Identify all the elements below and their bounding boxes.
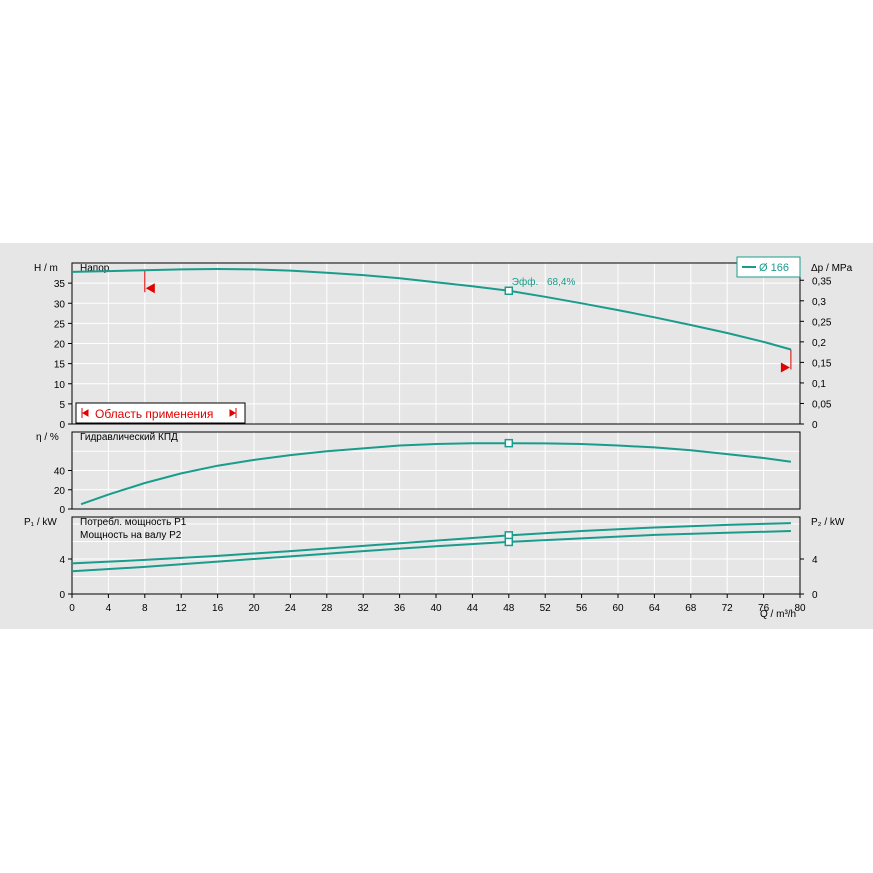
application-range-label: Область применения <box>95 407 213 421</box>
x-tick-label: 24 <box>285 603 297 614</box>
x-tick-label: 0 <box>69 603 75 614</box>
x-tick-label: 44 <box>467 603 479 614</box>
x-tick-label: 8 <box>142 603 148 614</box>
left-y-tick-label: 20 <box>54 340 66 351</box>
curves <box>71 267 792 573</box>
power-point-marker <box>504 537 514 547</box>
x-tick-label: 76 <box>758 603 770 614</box>
left-y-tick-label: 10 <box>54 380 66 391</box>
right-y-tick-label: 0,25 <box>812 317 832 328</box>
right-y-tick-label: 4 <box>812 555 818 566</box>
efficiency-point-label: Эфф. 68,4% <box>512 276 576 288</box>
x-tick-label: 20 <box>248 603 260 614</box>
left-y-tick-label: 0 <box>59 420 65 431</box>
x-tick-label: 12 <box>176 603 188 614</box>
right-y-tick-label: 0,15 <box>812 358 832 369</box>
left-y-tick-label: 40 <box>54 467 66 478</box>
right-y-tick-label: 0,2 <box>812 338 826 349</box>
efficiency-curve <box>80 442 792 506</box>
right-y-tick-label: 0,3 <box>812 297 826 308</box>
left-y-tick-label: 20 <box>54 486 66 497</box>
x-tick-label: 52 <box>540 603 552 614</box>
efficiency-max-marker <box>504 438 514 448</box>
x-tick-label: 32 <box>358 603 370 614</box>
x-tick-label: 80 <box>794 603 806 614</box>
legend: Ø 166 <box>736 256 801 278</box>
pump-curve-panel: 0 4 8 12 16 20 24 28 32 36 40 44 48 52 56 60 64 68 72 76 80 0… <box>0 243 873 629</box>
x-tick-label: 4 <box>106 603 112 614</box>
power-left-axis-label: P₁ / kW <box>24 517 57 528</box>
right-y-tick-label: 0 <box>812 420 818 431</box>
power-curve-p1 <box>71 522 791 565</box>
head-right-axis-label: Δp / MPa <box>811 263 853 274</box>
left-y-tick-label: 30 <box>54 299 66 310</box>
left-y-tick-label: 0 <box>59 505 65 516</box>
range-marker-arrow-icon <box>145 283 155 294</box>
power-curve-p2 <box>71 530 791 573</box>
grid <box>71 262 801 595</box>
x-tick-label: 16 <box>212 603 224 614</box>
right-y-tick-label: 0,35 <box>812 276 832 287</box>
range-right-arrow-icon <box>229 408 237 418</box>
x-tick-label: 28 <box>321 603 333 614</box>
range-marker-arrow-icon <box>780 362 790 373</box>
x-tick-label: 48 <box>503 603 515 614</box>
axes: 0 4 8 12 16 20 24 28 32 36 40 44 48 52 56 60 64 68 72 76 800… <box>54 262 832 614</box>
right-y-tick-label: 0,1 <box>812 379 826 390</box>
x-axis-label: Q / m³/h <box>760 609 796 620</box>
efficiency-point-marker <box>504 286 514 296</box>
x-tick-label: 64 <box>649 603 661 614</box>
left-y-tick-label: 35 <box>54 279 66 290</box>
left-y-tick-label: 15 <box>54 360 66 371</box>
power-right-axis-label: P₂ / kW <box>811 517 845 528</box>
range-left-arrow-icon <box>81 408 89 418</box>
pump-curve-chart: 0 4 8 12 16 20 24 28 32 36 40 44 48 52 56 60 64 68 72 76 800… <box>24 256 853 620</box>
efficiency-axis-label: η / % <box>36 432 59 443</box>
left-y-tick-label: 4 <box>59 555 65 566</box>
efficiency-point-value: 68,4% <box>547 277 575 288</box>
head-chart-title: Напор <box>80 263 110 274</box>
x-tick-label: 68 <box>685 603 697 614</box>
efficiency-chart-title: Гидравлический КПД <box>80 432 178 443</box>
power-p1-title: Потребл. мощность P1 <box>80 516 187 528</box>
x-tick-label: 40 <box>430 603 442 614</box>
head-left-axis-label: H / m <box>34 263 58 274</box>
legend-label: Ø 166 <box>759 262 789 274</box>
legend-box <box>736 256 801 278</box>
x-tick-label: 72 <box>722 603 734 614</box>
left-y-tick-label: 25 <box>54 319 66 330</box>
head-curve <box>71 267 792 351</box>
markers <box>504 286 514 547</box>
application-range: Область применения <box>75 402 246 424</box>
left-y-tick-label: 5 <box>59 400 65 411</box>
x-tick-label: 60 <box>612 603 624 614</box>
right-y-tick-label: 0 <box>812 590 818 601</box>
x-tick-label: 36 <box>394 603 406 614</box>
range-markers <box>144 270 792 373</box>
x-tick-label: 56 <box>576 603 588 614</box>
power-p2-title: Мощность на валу P2 <box>80 530 182 541</box>
left-y-tick-label: 0 <box>59 590 65 601</box>
plot-frame <box>71 516 801 595</box>
right-y-tick-label: 0,05 <box>812 399 832 410</box>
application-range-box <box>75 402 246 424</box>
efficiency-point-caption: Эфф. <box>512 276 538 288</box>
